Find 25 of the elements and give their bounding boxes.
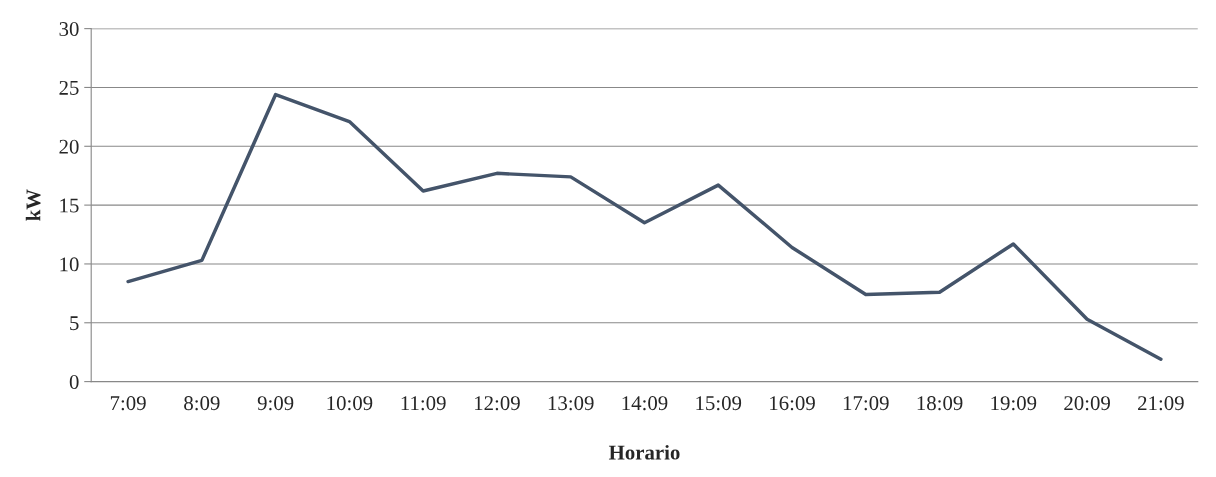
x-tick-label: 16:09 [770, 396, 815, 411]
x-tick-label: 18:09 [917, 396, 963, 411]
x-tick-label: 14:09 [622, 396, 668, 411]
x-tick-label: 11:09 [401, 396, 446, 411]
x-tick-label: 13:09 [548, 396, 594, 411]
x-tick-label: 7:09 [110, 396, 146, 411]
x-tick-label: 8:09 [184, 396, 220, 411]
y-axis-title: kW [25, 189, 41, 221]
x-tick-label: 21:09 [1138, 396, 1184, 411]
y-tick-label: 20 [59, 139, 79, 154]
x-axis-title: Horario [608, 444, 680, 460]
line-series [126, 92, 1163, 361]
y-tick-label: 30 [59, 21, 79, 37]
x-tick-label: 9:09 [257, 396, 294, 411]
x-tick-label: 10:09 [327, 396, 373, 411]
y-tick-label: 0 [69, 374, 79, 390]
x-tick-label: 19:09 [991, 396, 1037, 411]
x-tick-label: 17:09 [843, 396, 889, 411]
y-tick-label: 5 [70, 316, 79, 331]
x-tick-label: 15:09 [696, 396, 742, 411]
y-tick-label: 10 [60, 257, 79, 272]
y-tick-label: 15 [60, 198, 79, 213]
y-tick-label: 25 [59, 80, 79, 95]
x-tick-label: 12:09 [475, 396, 520, 411]
x-tick-label: 20:09 [1064, 396, 1110, 411]
